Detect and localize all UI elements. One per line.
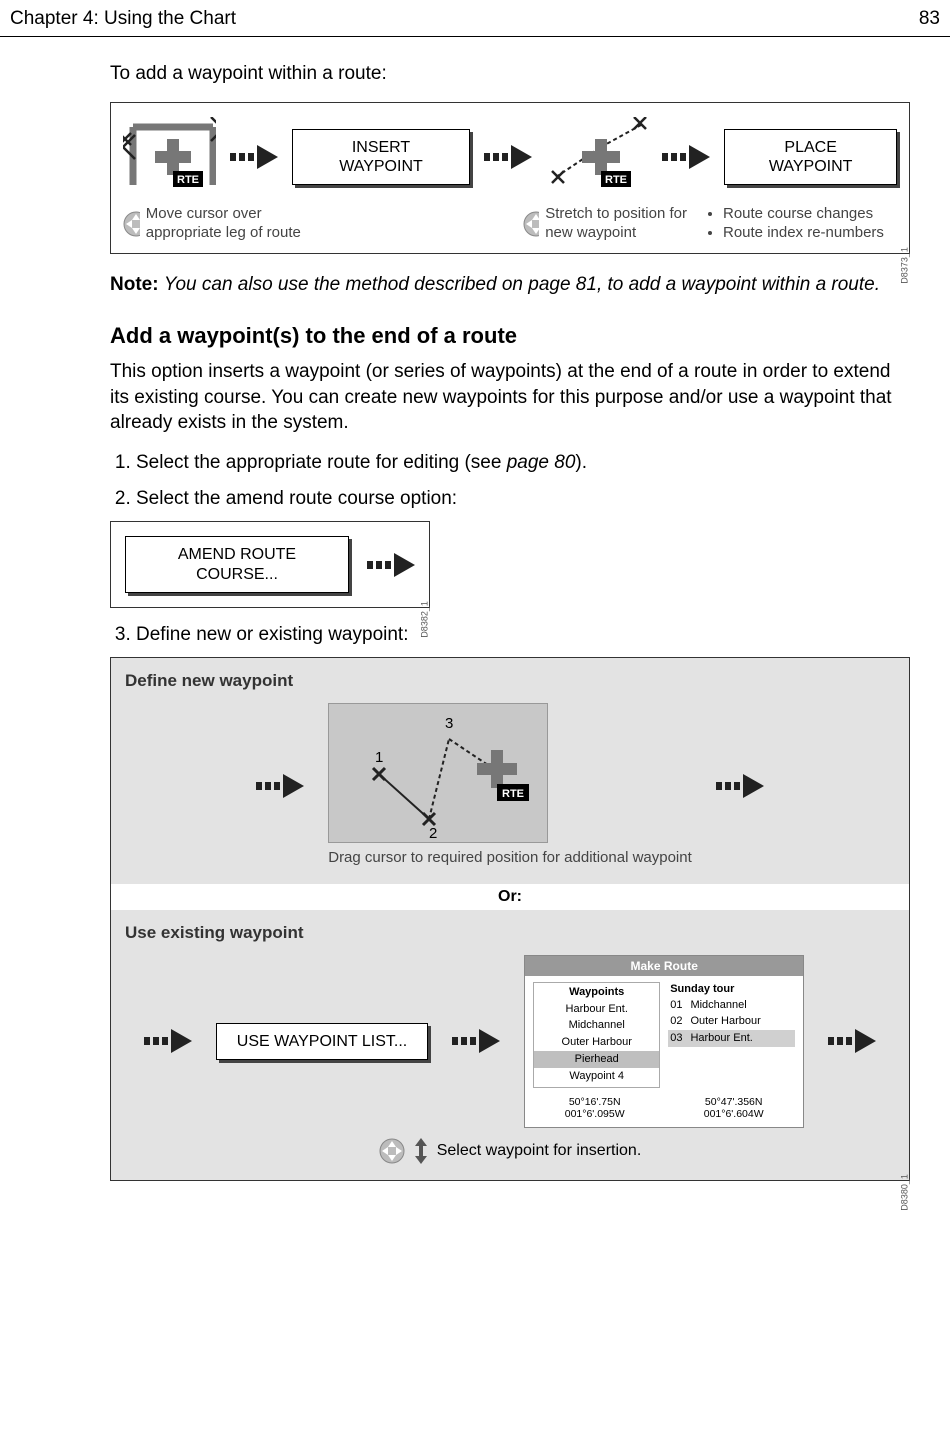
place-waypoint-label: PLACE WAYPOINT	[769, 139, 853, 175]
arrow-icon	[828, 1029, 876, 1053]
section-para: This option inserts a waypoint (or serie…	[110, 359, 910, 436]
coord: 50°16'.75N	[569, 1096, 621, 1108]
drag-caption: Drag cursor to required position for add…	[328, 849, 692, 868]
panel-define-new: Define new waypoint	[111, 658, 909, 884]
figure-amend-route: AMEND ROUTE COURSE... D8382_1	[110, 521, 430, 607]
drag-diagram: 1 2 3 RTE	[328, 703, 548, 843]
step-3: Define new or existing waypoint:	[136, 622, 910, 648]
steps-list-2: Define new or existing waypoint:	[110, 622, 910, 648]
note-text: You can also use the method described on…	[164, 274, 880, 295]
svg-text:RTE: RTE	[502, 788, 524, 800]
updown-icon	[413, 1138, 429, 1164]
arrow-icon	[256, 774, 304, 798]
figure-define-waypoint: Define new waypoint	[110, 657, 910, 1181]
amend-route-label: AMEND ROUTE COURSE...	[178, 546, 296, 582]
insert-waypoint-button[interactable]: INSERT WAYPOINT	[292, 129, 470, 185]
step-2: Select the amend route course option:	[136, 486, 910, 512]
make-route-panel: Make Route Waypoints Harbour Ent. Midcha…	[524, 955, 804, 1128]
dpad-icon	[523, 211, 539, 237]
list-item[interactable]: 01Midchannel	[668, 997, 795, 1014]
svg-text:RTE: RTE	[177, 174, 199, 186]
route-name: Sunday tour	[668, 982, 795, 997]
insert-waypoint-label: INSERT WAYPOINT	[339, 139, 423, 175]
svg-text:1: 1	[375, 749, 383, 766]
list-item[interactable]: Harbour Ent.	[534, 1001, 659, 1018]
intro-text: To add a waypoint within a route:	[110, 61, 910, 87]
list-item[interactable]: Outer Harbour	[534, 1034, 659, 1051]
waypoints-header: Waypoints	[534, 985, 659, 1000]
list-item[interactable]: Midchannel	[534, 1017, 659, 1034]
chapter-title: Chapter 4: Using the Chart	[10, 6, 236, 32]
figure-add-waypoint: RTE INSERT WAYPOINT RTE	[110, 102, 910, 254]
select-caption-row: Select waypoint for insertion.	[125, 1138, 895, 1164]
panel2-title: Use existing waypoint	[125, 922, 895, 945]
coord: 001°6'.095W	[565, 1108, 625, 1120]
move-cursor-instr: Move cursor over appropriate leg of rout…	[146, 205, 323, 243]
list-item[interactable]: 02Outer Harbour	[668, 1013, 795, 1030]
panel-use-existing: Use existing waypoint USE WAYPOINT LIST.…	[111, 910, 909, 1180]
list-item[interactable]: Pierhead	[534, 1051, 659, 1068]
step1-text-c: ).	[575, 452, 587, 473]
arrow-icon	[484, 145, 532, 169]
make-route-title: Make Route	[525, 956, 803, 976]
coord: 50°47'.356N	[705, 1096, 763, 1108]
place-waypoint-button[interactable]: PLACE WAYPOINT	[724, 129, 897, 185]
list-item[interactable]: Waypoint 4	[534, 1068, 659, 1085]
arrow-icon	[144, 1029, 192, 1053]
section-title: Add a waypoint(s) to the end of a route	[110, 321, 910, 351]
svg-text:2: 2	[429, 825, 437, 842]
page-header: Chapter 4: Using the Chart 83	[0, 0, 950, 37]
arrow-icon	[367, 553, 415, 577]
step1-pageref: page 80	[507, 452, 576, 473]
note-label: Note:	[110, 274, 159, 295]
waypoints-listbox[interactable]: Waypoints Harbour Ent. Midchannel Outer …	[533, 982, 660, 1088]
coords-footer: 50°16'.75N001°6'.095W 50°47'.356N001°6'.…	[525, 1092, 803, 1127]
figure-code: D8382_1	[419, 601, 431, 638]
select-caption: Select waypoint for insertion.	[437, 1140, 642, 1162]
arrow-icon	[230, 145, 278, 169]
route-diagram-right: RTE	[546, 117, 648, 197]
route-results: Route course changes Route index re-numb…	[707, 205, 897, 243]
arrow-icon	[452, 1029, 500, 1053]
stretch-instr: Stretch to position for new waypoint	[545, 205, 693, 243]
panel1-title: Define new waypoint	[125, 670, 895, 693]
figure-code: D8373_1	[899, 247, 911, 284]
page-number: 83	[919, 6, 940, 32]
arrow-icon	[716, 774, 764, 798]
step1-text-a: Select the appropriate route for editing…	[136, 452, 507, 473]
step-1: Select the appropriate route for editing…	[136, 450, 910, 476]
route-diagram-left: RTE	[123, 117, 216, 197]
coord: 001°6'.604W	[704, 1108, 764, 1120]
use-waypoint-list-button[interactable]: USE WAYPOINT LIST...	[216, 1023, 428, 1060]
route-listbox[interactable]: Sunday tour 01Midchannel 02Outer Harbour…	[668, 982, 795, 1088]
svg-text:3: 3	[445, 715, 453, 732]
use-waypoint-list-label: USE WAYPOINT LIST...	[237, 1033, 407, 1050]
bullet-course-changes: Route course changes	[723, 205, 897, 224]
dpad-icon	[123, 211, 140, 237]
steps-list: Select the appropriate route for editing…	[110, 450, 910, 511]
or-divider: Or:	[111, 884, 909, 910]
bullet-index-renumbers: Route index re-numbers	[723, 224, 897, 243]
amend-route-button[interactable]: AMEND ROUTE COURSE...	[125, 536, 349, 592]
dpad-icon	[379, 1138, 405, 1164]
svg-text:RTE: RTE	[605, 174, 627, 186]
note: Note: You can also use the method descri…	[110, 272, 910, 298]
figure-code: D8380_1	[899, 1174, 911, 1211]
list-item[interactable]: 03Harbour Ent.	[668, 1030, 795, 1047]
page-content: To add a waypoint within a route: RTE IN…	[0, 37, 950, 1205]
arrow-icon	[662, 145, 710, 169]
